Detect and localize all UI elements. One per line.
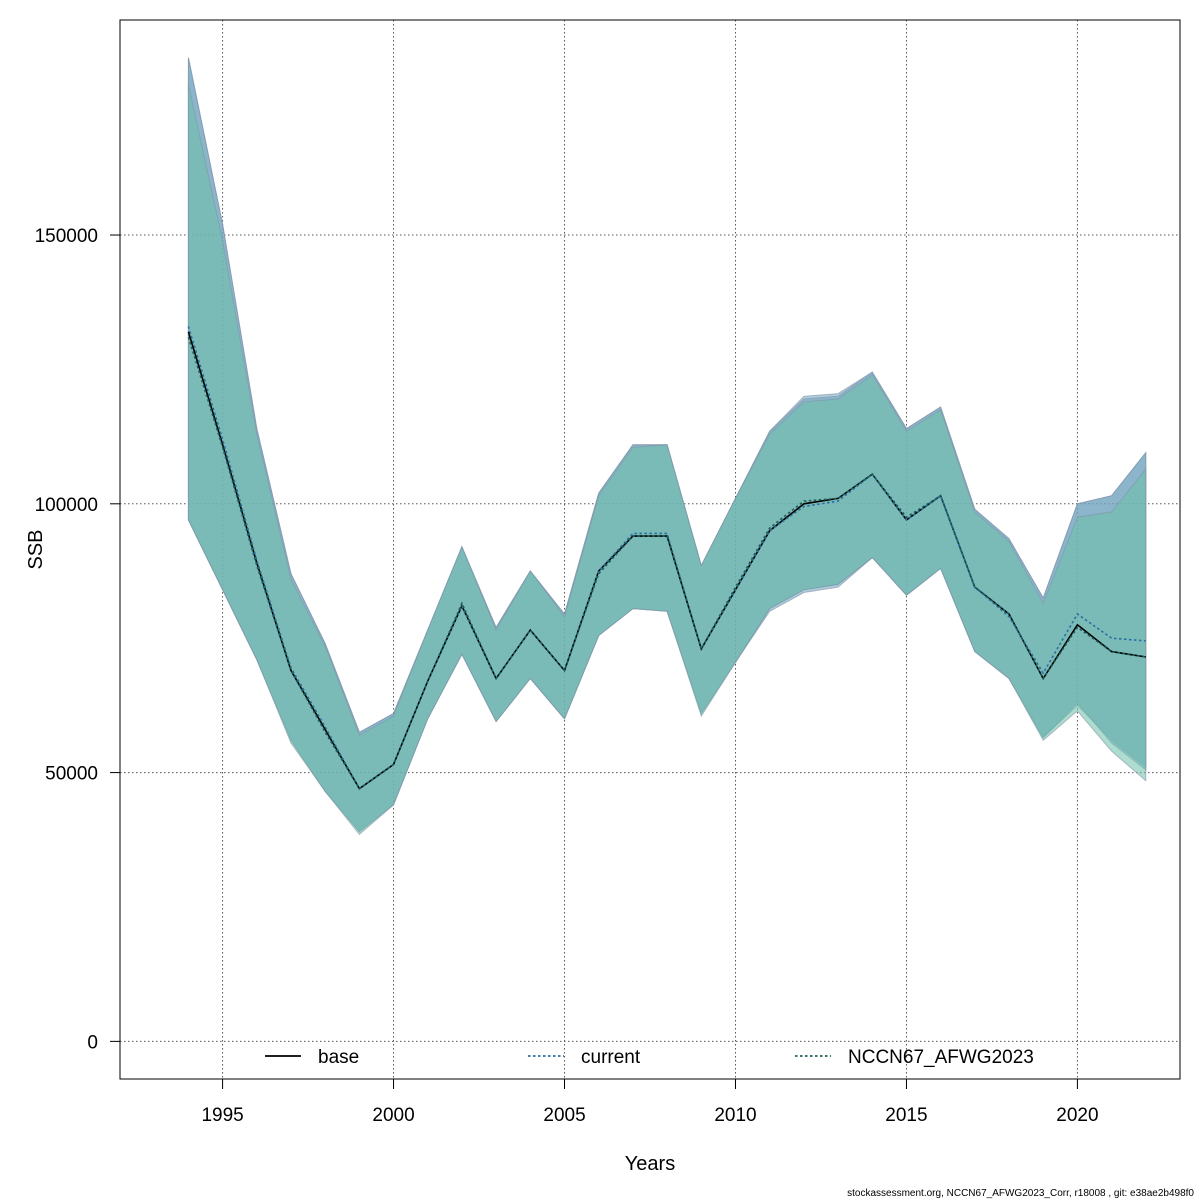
x-tick-label: 2015 — [885, 1105, 927, 1126]
y-axis-title: SSB — [25, 529, 47, 569]
y-tick-label: 0 — [87, 1032, 98, 1053]
y-tick-label: 100000 — [35, 495, 98, 516]
series-line-2 — [187, 326, 1146, 790]
x-tick-label: 2010 — [714, 1105, 756, 1126]
y-tick-label: 150000 — [35, 226, 98, 247]
x-axis: 1995 2000 2005 2010 2015 2020 — [201, 1079, 1099, 1126]
x-tick-label: 1995 — [201, 1105, 243, 1126]
y-axis: 0 50000 100000 150000 — [35, 226, 120, 1053]
legend-label-1: base — [318, 1047, 359, 1068]
confidence-bands — [187, 57, 1147, 836]
x-axis-title: Years — [625, 1153, 675, 1175]
x-tick-label: 2000 — [372, 1105, 414, 1126]
legend: base current NCCN67_AFWG2023 — [265, 1047, 1034, 1068]
legend-label-2: current — [581, 1047, 641, 1068]
footer-note: stockassessment.org, NCCN67_AFWG2023_Cor… — [847, 1188, 1194, 1199]
plot-frame — [119, 19, 1181, 1080]
legend-label-3: NCCN67_AFWG2023 — [848, 1047, 1034, 1068]
x-tick-label: 2020 — [1056, 1105, 1098, 1126]
x-tick-label: 2005 — [543, 1105, 585, 1126]
series-lines — [187, 326, 1146, 790]
confidence-band-3 — [187, 84, 1147, 836]
y-tick-label: 50000 — [45, 764, 98, 785]
